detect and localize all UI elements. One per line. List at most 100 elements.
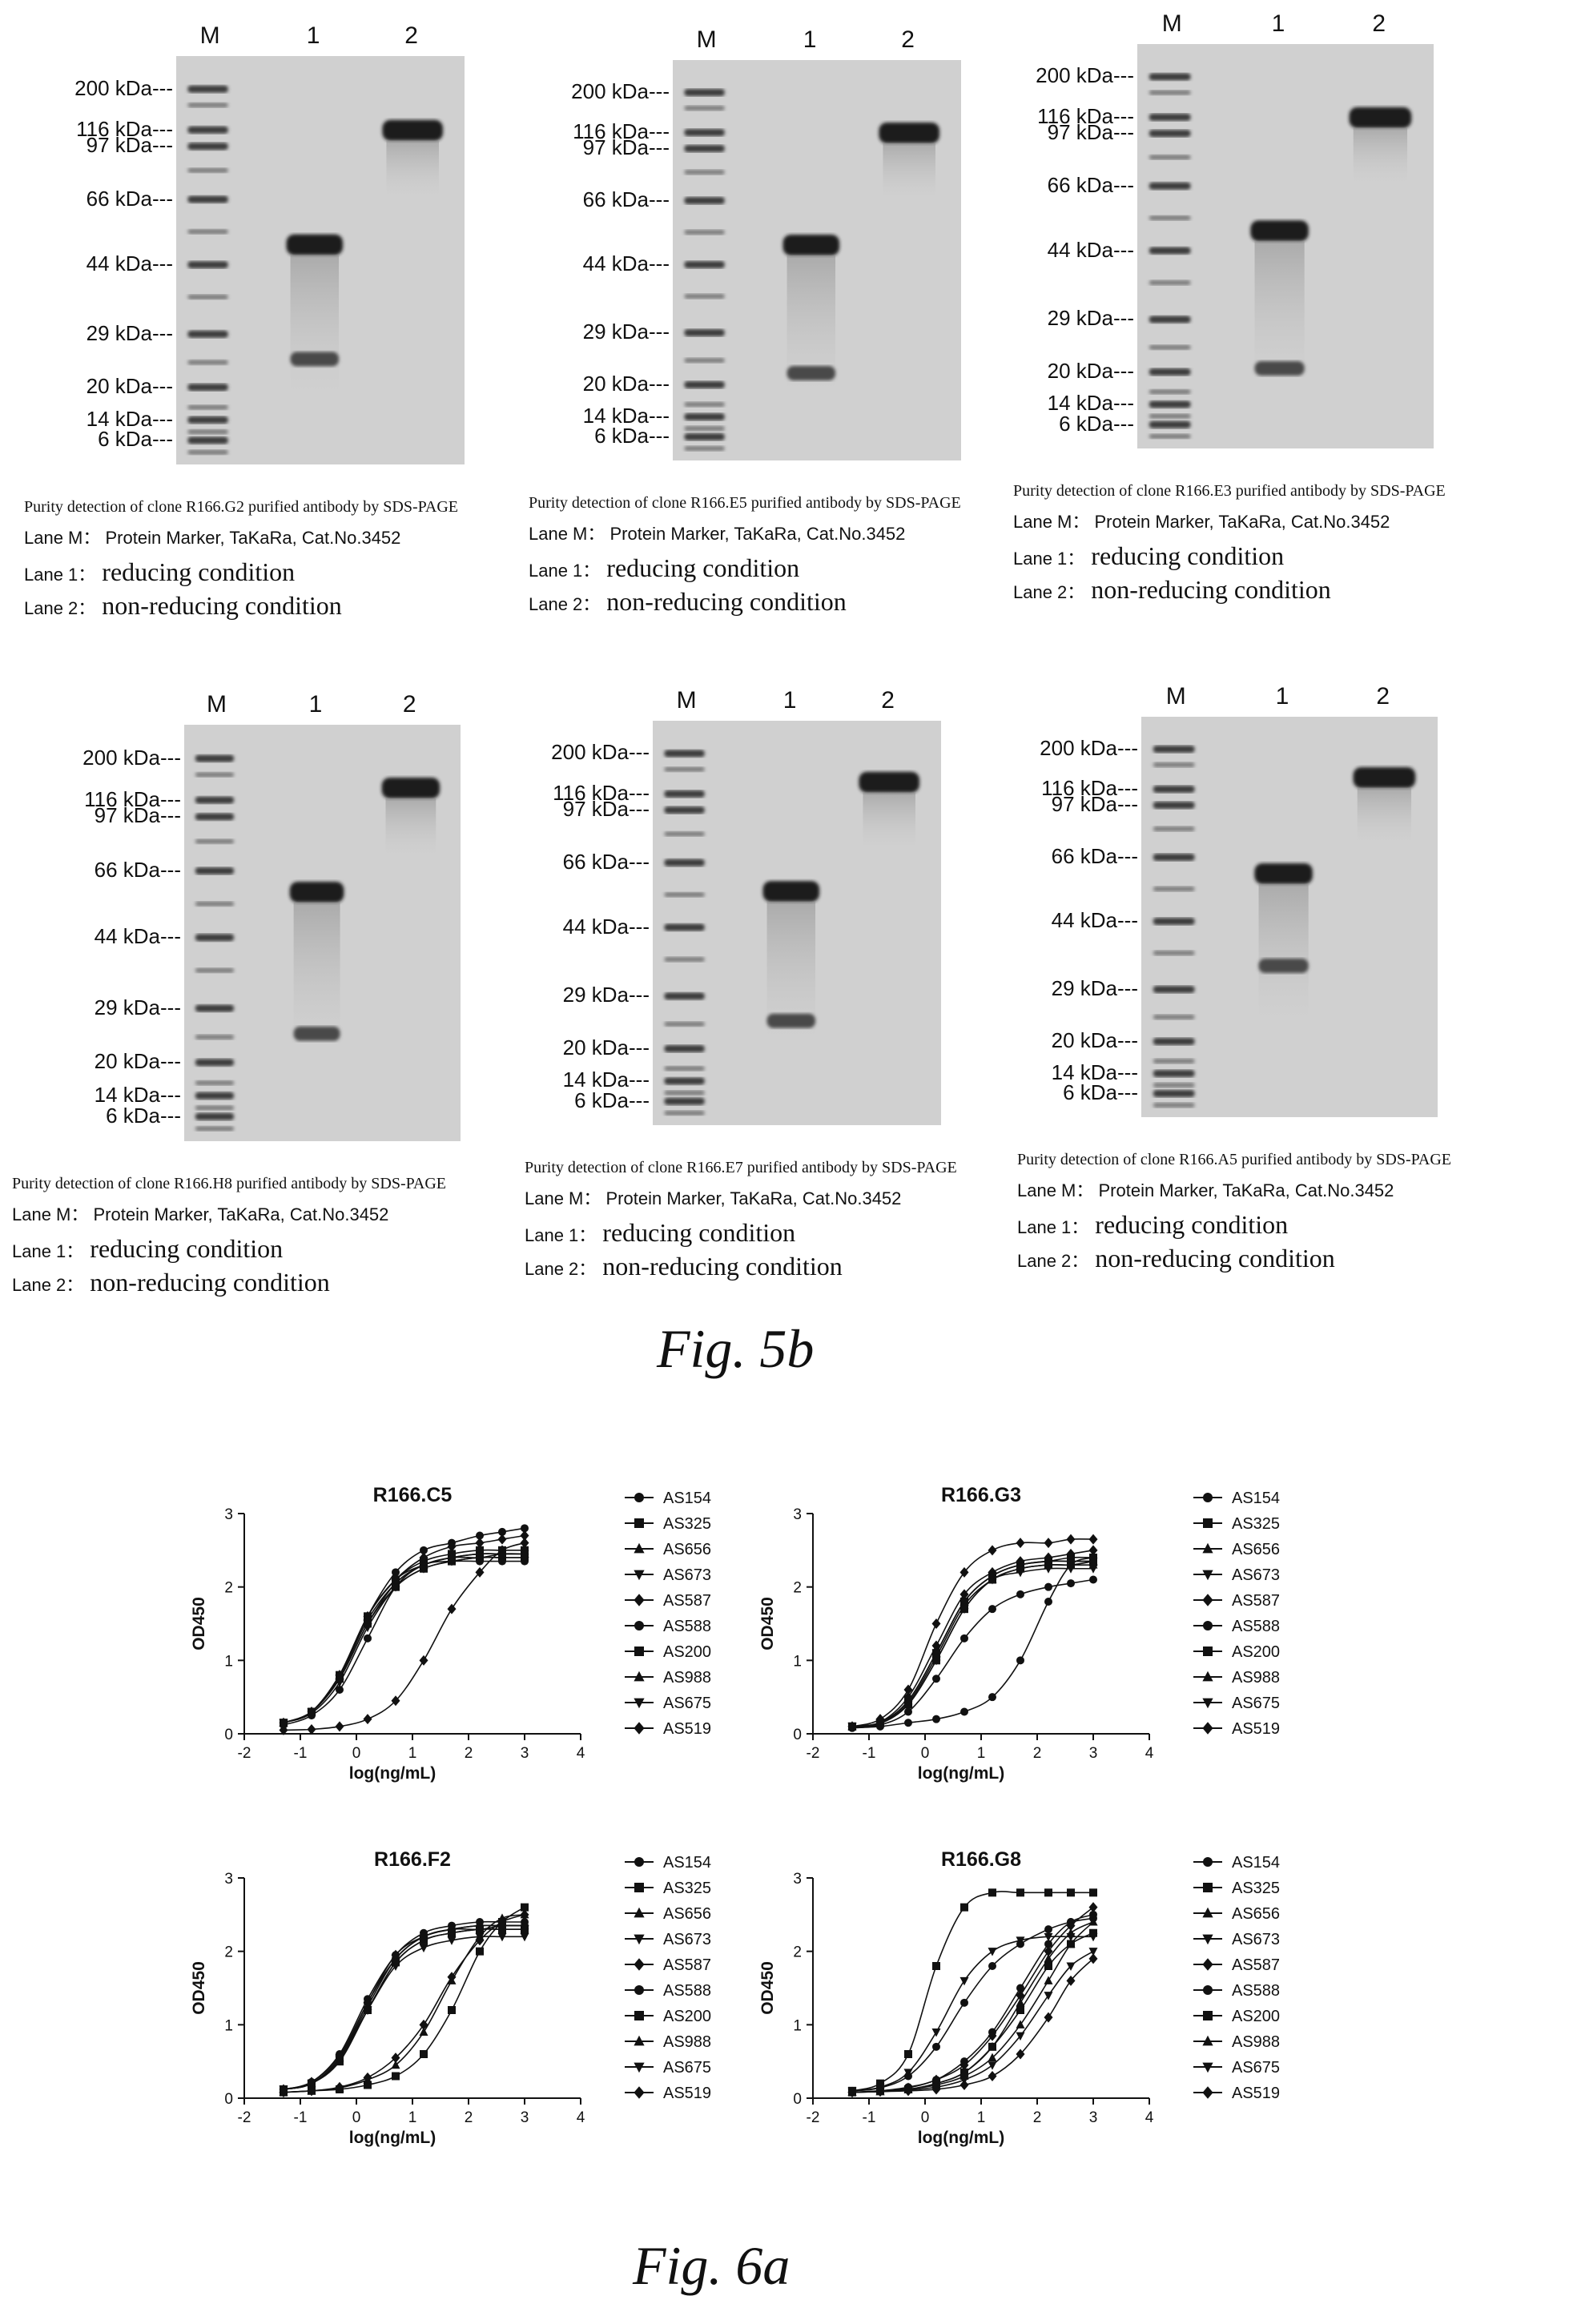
caption-lane-2-key: Lane 2： (1017, 1251, 1089, 1271)
marker-band (684, 381, 725, 388)
legend-marker (634, 1647, 644, 1656)
data-point-as588 (960, 1998, 968, 2007)
data-point-as519 (475, 1920, 485, 1932)
data-point-as325 (932, 1962, 940, 1970)
data-point-as675 (475, 1554, 485, 1562)
lane1-light-chain-band (1254, 361, 1305, 376)
sds-page-gel-image (176, 56, 465, 464)
chart-title: R166.G8 (941, 1848, 1021, 1871)
legend-marker (634, 1621, 644, 1630)
data-point-as988 (1016, 1997, 1025, 2007)
marker-band (664, 992, 705, 1000)
legend-label: AS587 (1232, 1592, 1280, 1610)
series-line-as675 (283, 1556, 525, 1724)
x-tick-label: 3 (1089, 1745, 1098, 1762)
data-point-as519 (1044, 1946, 1053, 1957)
y-tick-label: 0 (793, 1727, 802, 1743)
marker-weight-label: 20 kDa--- (1047, 359, 1134, 384)
lane1-light-chain-band (293, 1026, 340, 1041)
data-point-as519 (931, 2074, 941, 2085)
legend-label: AS325 (663, 1880, 711, 1897)
caption-lane-m-key: Lane M： (24, 528, 101, 548)
x-tick-label: -2 (238, 2109, 251, 2126)
lane-header-1: 1 (782, 687, 797, 714)
lane2-intact-antibody-band (381, 778, 441, 798)
marker-band (1153, 1059, 1195, 1063)
data-point-as587 (447, 1972, 457, 1983)
legend-marker (634, 1570, 645, 1581)
lane2-smear (1353, 127, 1408, 185)
data-point-as519 (307, 2077, 316, 2088)
data-point-as519 (363, 1610, 372, 1622)
marker-weight-label: 66 kDa--- (1051, 844, 1138, 868)
legend-marker (634, 1883, 644, 1892)
data-point-as519 (335, 1670, 344, 1681)
y-tick-label: 3 (793, 1506, 802, 1523)
lane-header-m: M (696, 26, 717, 53)
marker-band (1153, 826, 1195, 831)
y-axis-label: OD450 (758, 1597, 777, 1651)
marker-band (1149, 130, 1191, 138)
lane1-heavy-chain-band (762, 881, 820, 903)
data-point-as587 (959, 1566, 969, 1578)
caption-lane-1-key: Lane 1： (1017, 1217, 1089, 1237)
caption-lane-1-value: reducing condition (1084, 541, 1285, 570)
legend-marker (634, 1958, 645, 1971)
data-point-as656 (419, 2027, 428, 2036)
gel-panel: M 1 2 200 kDa--- 116 kDa--- 97 kDa--- 66 kDa--… (529, 16, 1025, 657)
data-point-as673 (959, 1976, 969, 1986)
data-point-as519 (847, 2087, 857, 2098)
data-point-as675 (931, 2083, 941, 2093)
y-axis-label: OD450 (190, 1961, 208, 2015)
legend-marker (1203, 2011, 1213, 2020)
legend-marker (1202, 1570, 1213, 1581)
legend-marker (1202, 1934, 1213, 1945)
marker-weight-label: 200 kDa--- (551, 740, 650, 765)
data-point-as675 (363, 2006, 372, 2015)
series-line-as988 (851, 1921, 1094, 2093)
gel-panel: M 1 2 200 kDa--- 116 kDa--- 97 kDa--- 66 kDa--… (12, 681, 509, 1321)
marker-band (1149, 182, 1191, 190)
x-tick-label: 4 (577, 2109, 585, 2126)
marker-band (195, 1004, 235, 1012)
data-point-as587 (391, 1695, 400, 1707)
lane1-light-chain-band (1258, 959, 1309, 973)
chart-axes (812, 1514, 1149, 1735)
fig6a-label: Fig. 6a (633, 2235, 791, 2296)
legend-label: AS988 (663, 2033, 711, 2051)
y-tick-label: 1 (793, 2017, 802, 2034)
lane-header-2: 2 (1376, 683, 1390, 710)
sds-page-gel-image (673, 60, 961, 460)
data-point-as325 (392, 2072, 400, 2081)
marker-band (195, 838, 235, 844)
binding-curve-chart: R166.G3 -2 -1 0 1 2 3 4 0 1 2 3 log(ng/mL) OD450 AS154… (758, 1484, 1280, 1783)
data-point-as519 (520, 1530, 529, 1541)
marker-band (684, 413, 725, 420)
data-point-as519 (447, 1541, 457, 1552)
marker-weight-label: 6 kDa--- (574, 1088, 650, 1112)
marker-weight-label: 20 kDa--- (562, 1035, 650, 1060)
marker-weight-label: 29 kDa--- (582, 320, 670, 344)
lane-header-m: M (1161, 10, 1182, 37)
marker-weight-label: 44 kDa--- (562, 914, 650, 939)
marker-band (684, 402, 725, 407)
y-tick-label: 3 (224, 1871, 233, 1888)
marker-band (187, 229, 228, 235)
legend-marker (634, 1542, 645, 1554)
data-point-as588 (904, 1707, 912, 1716)
marker-weight-label: 20 kDa--- (86, 374, 173, 399)
binding-curve-chart: R166.G8 -2 -1 0 1 2 3 4 0 1 2 3 log(ng/mL) OD450 AS154… (758, 1848, 1280, 2147)
x-tick-label: 4 (1145, 1745, 1154, 1762)
x-tick-label: 1 (977, 1745, 986, 1762)
data-point-as519 (959, 2060, 969, 2071)
data-point-as673 (931, 2028, 941, 2037)
data-point-as154 (1044, 1940, 1052, 1948)
legend-marker (634, 2086, 645, 2099)
caption-lane-2: Lane 2： non-reducing condition (1017, 1244, 1335, 1273)
data-point-as588 (1016, 1940, 1024, 1948)
data-point-as519 (279, 2084, 288, 2095)
marker-band (187, 261, 228, 269)
data-point-as587 (959, 2080, 969, 2090)
legend-marker (1202, 1722, 1213, 1735)
data-point-as587 (988, 2071, 997, 2081)
